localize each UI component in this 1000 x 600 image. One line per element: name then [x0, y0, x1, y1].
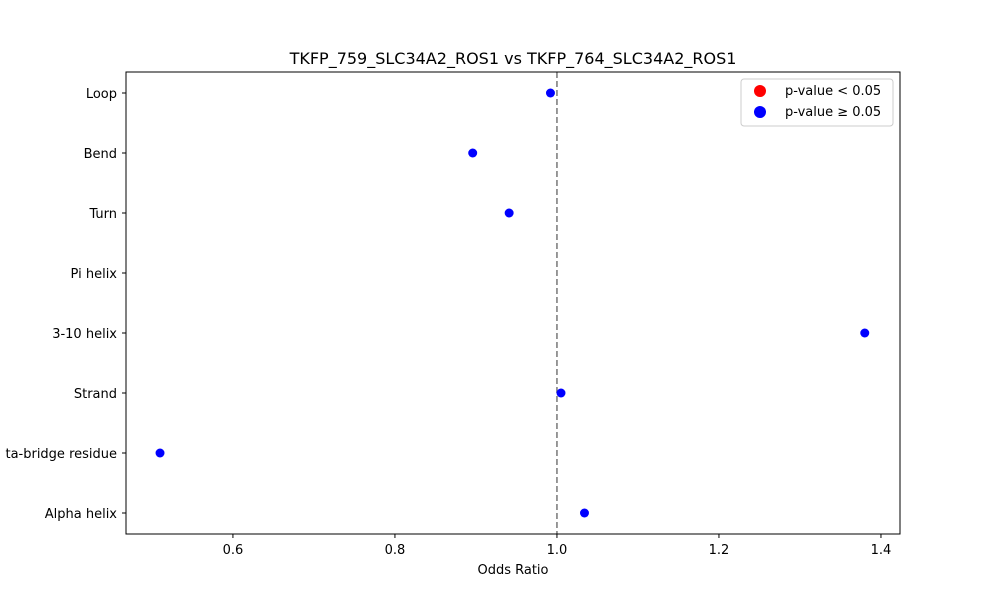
data-point [155, 448, 165, 458]
legend-label-significant: p-value < 0.05 [785, 84, 881, 99]
chart-title: TKFP_759_SLC34A2_ROS1 vs TKFP_764_SLC34A… [289, 49, 737, 69]
data-point [468, 148, 478, 158]
data-point [556, 388, 566, 398]
legend: p-value < 0.05 p-value ≥ 0.05 [740, 78, 894, 127]
y-tick-label: Strand [74, 387, 117, 402]
plot-frame [125, 71, 901, 535]
x-axis: 0.6 0.8 1.0 1.2 1.4 [223, 534, 892, 558]
y-tick-label: 3-10 helix [52, 327, 117, 342]
legend-label-not-significant: p-value ≥ 0.05 [785, 105, 881, 120]
y-tick-label: Loop [86, 87, 117, 102]
y-tick-label: ta-bridge residue [5, 447, 117, 462]
y-axis: Loop Bend Turn Pi helix 3-10 helix Strand ta-b… [5, 87, 126, 522]
x-tick-label: 1.4 [871, 543, 892, 558]
y-tick-label: Pi helix [71, 267, 118, 282]
data-point [860, 328, 870, 338]
x-axis-label: Odds Ratio [477, 563, 548, 578]
legend-box [740, 78, 894, 127]
legend-marker-not-significant-icon [754, 106, 766, 118]
x-tick-label: 1.2 [709, 543, 730, 558]
data-point [579, 508, 589, 518]
data-point [545, 88, 555, 98]
data-points [155, 88, 870, 518]
y-tick-label: Bend [84, 147, 117, 162]
data-point [504, 208, 514, 218]
x-tick-label: 1.0 [547, 543, 568, 558]
x-tick-label: 0.6 [223, 543, 244, 558]
x-tick-label: 0.8 [385, 543, 406, 558]
y-tick-label: Turn [88, 207, 117, 222]
legend-marker-significant-icon [754, 85, 766, 97]
y-tick-label: Alpha helix [45, 507, 118, 522]
